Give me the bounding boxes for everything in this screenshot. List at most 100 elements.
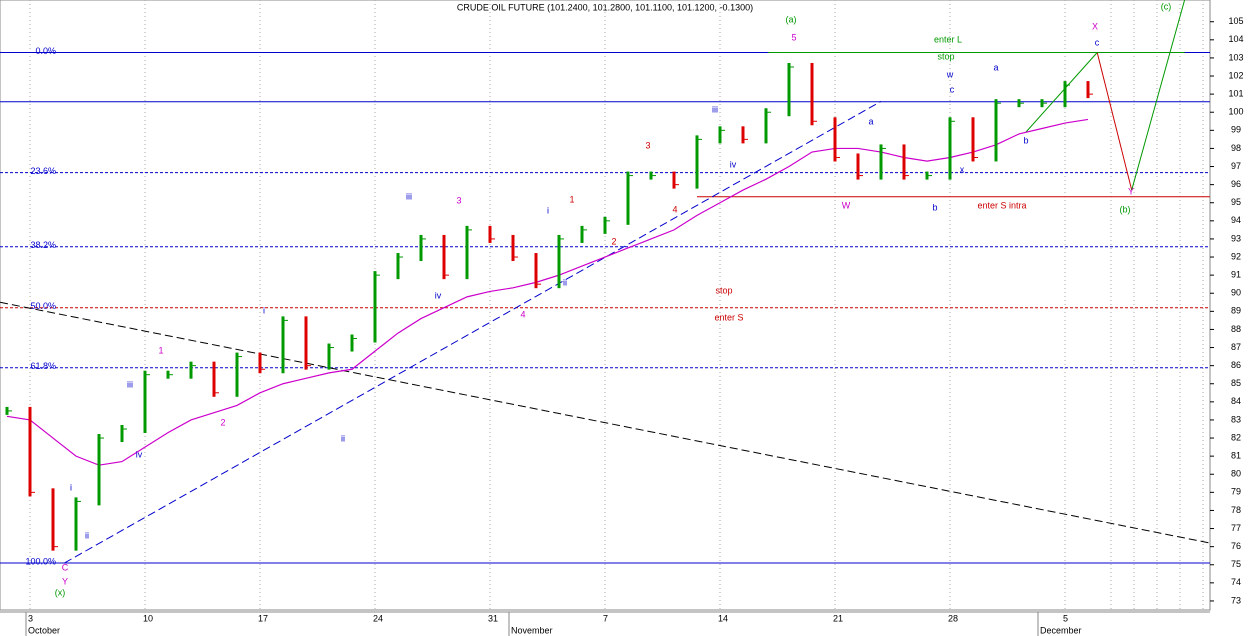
month-label: November <box>511 625 553 635</box>
wave-label: Y <box>1128 186 1134 196</box>
wave-label: 2 <box>611 236 616 246</box>
x-tick-label: 10 <box>143 613 153 623</box>
y-tick-label: 96 <box>1231 179 1241 189</box>
wave-label: c <box>1095 37 1100 47</box>
y-tick-label: 92 <box>1231 251 1241 261</box>
fib-label: 0.0% <box>35 46 56 56</box>
wave-label: i <box>70 482 72 492</box>
wave-label: W <box>842 200 851 210</box>
x-tick-label: 28 <box>948 613 958 623</box>
y-tick-label: 97 <box>1231 161 1241 171</box>
y-tick-label: 95 <box>1231 197 1241 207</box>
wave-label: x <box>960 164 965 174</box>
wave-label: enter S <box>714 312 743 322</box>
x-tick-label: 31 <box>488 613 498 623</box>
y-tick-label: 77 <box>1231 523 1241 533</box>
y-tick-label: 82 <box>1231 432 1241 442</box>
wave-label: iii <box>127 379 133 389</box>
x-tick-label: 7 <box>603 613 608 623</box>
y-tick-label: 80 <box>1231 469 1241 479</box>
fib-label: 38.2% <box>30 240 56 250</box>
y-tick-label: 83 <box>1231 414 1241 424</box>
wave-label: a <box>868 116 873 126</box>
wave-label: iv <box>730 159 737 169</box>
wave-label: stop <box>715 285 732 295</box>
y-tick-label: 105 <box>1228 16 1243 26</box>
wave-label: a <box>993 62 998 72</box>
x-tick-label: 14 <box>718 613 728 623</box>
y-tick-label: 78 <box>1231 505 1241 515</box>
wave-label: i <box>547 205 549 215</box>
wave-label: c <box>950 84 955 94</box>
wave-label: (a) <box>786 14 797 24</box>
wave-label: ii <box>563 277 567 287</box>
wave-label: Y <box>62 576 68 586</box>
fib-label: 50.0% <box>30 301 56 311</box>
y-tick-label: 76 <box>1231 541 1241 551</box>
y-tick-label: 90 <box>1231 288 1241 298</box>
month-label: December <box>1040 625 1082 635</box>
wave-label: iii <box>406 191 412 201</box>
wave-label: iv <box>136 449 143 459</box>
wave-label: 1 <box>569 194 574 204</box>
trendline <box>1131 0 1186 191</box>
y-tick-label: 91 <box>1231 270 1241 280</box>
x-tick-label: 24 <box>373 613 383 623</box>
y-tick-label: 81 <box>1231 451 1241 461</box>
wave-label: iii <box>712 104 718 114</box>
trendline <box>64 100 882 564</box>
wave-label: 3 <box>645 140 650 150</box>
y-tick-label: 73 <box>1231 595 1241 605</box>
y-tick-label: 74 <box>1231 577 1241 587</box>
wave-label: (b) <box>1120 204 1131 214</box>
wave-label: 3 <box>456 195 461 205</box>
y-tick-label: 104 <box>1228 34 1243 44</box>
wave-label: iv <box>435 290 442 300</box>
y-tick-label: 99 <box>1231 125 1241 135</box>
fib-label: 23.6% <box>30 166 56 176</box>
trendline <box>1096 52 1133 191</box>
wave-label: C <box>62 562 69 572</box>
trendline <box>1025 52 1098 133</box>
y-tick-label: 98 <box>1231 143 1241 153</box>
wave-label: ii <box>341 433 345 443</box>
moving-average <box>6 118 1089 466</box>
wave-label: (c) <box>1161 1 1172 11</box>
y-tick-label: 75 <box>1231 559 1241 569</box>
x-tick-label: 17 <box>258 613 268 623</box>
y-tick-label: 94 <box>1231 215 1241 225</box>
y-tick-label: 89 <box>1231 306 1241 316</box>
wave-label: (x) <box>55 587 66 597</box>
chart-title: CRUDE OIL FUTURE (101.2400, 101.2800, 10… <box>457 2 753 12</box>
y-tick-label: 103 <box>1228 52 1243 62</box>
x-tick-label: 21 <box>833 613 843 623</box>
y-tick-label: 88 <box>1231 324 1241 334</box>
wave-label: stop <box>937 51 954 61</box>
wave-label: ii <box>85 530 89 540</box>
wave-label: 4 <box>520 309 525 319</box>
y-tick-label: 100 <box>1228 107 1243 117</box>
x-tick-label: 5 <box>1063 613 1068 623</box>
wave-label: w <box>946 69 954 79</box>
fib-label: 61.8% <box>30 361 56 371</box>
y-tick-label: 86 <box>1231 360 1241 370</box>
month-label: October <box>28 625 60 635</box>
wave-label: X <box>1092 21 1098 31</box>
wave-label: 1 <box>158 345 163 355</box>
y-tick-label: 85 <box>1231 378 1241 388</box>
y-tick-label: 79 <box>1231 487 1241 497</box>
wave-label: enter L <box>934 34 962 44</box>
wave-label: 4 <box>672 204 677 214</box>
fib-label: 100.0% <box>25 556 56 566</box>
wave-label: 5 <box>791 32 796 42</box>
x-tick-label: 3 <box>28 613 33 623</box>
y-tick-label: 84 <box>1231 396 1241 406</box>
y-tick-label: 93 <box>1231 233 1241 243</box>
wave-label: enter S intra <box>977 200 1026 210</box>
y-tick-label: 87 <box>1231 342 1241 352</box>
wave-label: b <box>932 202 937 212</box>
y-tick-label: 101 <box>1228 88 1243 98</box>
wave-label: i <box>263 305 265 315</box>
wave-label: b <box>1023 135 1028 145</box>
